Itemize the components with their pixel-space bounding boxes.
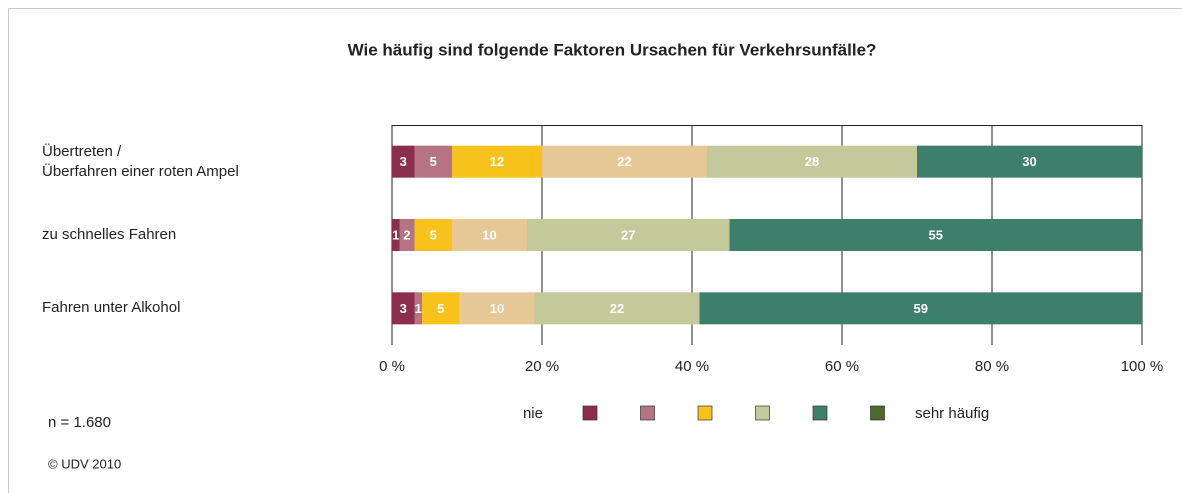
x-tick-label: 80 % (975, 358, 1009, 375)
bar-segment (707, 145, 917, 178)
legend-swatch (697, 405, 713, 421)
x-tick-label: 20 % (525, 358, 559, 375)
data-label: 28 (805, 154, 819, 169)
bar-segment (917, 145, 1142, 178)
x-tick-label: 100 % (1121, 358, 1164, 375)
bar-segment (392, 145, 415, 178)
bar-segment (527, 219, 730, 251)
data-label: 1 (392, 227, 399, 242)
data-label: 3 (400, 154, 407, 169)
legend-swatch (582, 405, 598, 421)
data-label: 27 (621, 227, 635, 242)
bar-segment (392, 219, 400, 251)
x-tick-label: 60 % (825, 358, 859, 375)
bar-segment (414, 292, 422, 325)
legend-swatch (870, 405, 885, 421)
bar-segment (459, 292, 535, 325)
bar-segment (392, 292, 415, 325)
bar-segment (399, 219, 415, 251)
legend-label: sehr häufig (915, 405, 989, 422)
data-label: 59 (914, 301, 928, 316)
bar-segment (542, 145, 707, 178)
bar-segment (534, 292, 700, 325)
bar-segment (452, 145, 542, 178)
data-label: 5 (430, 154, 437, 169)
bar-segment (414, 219, 452, 251)
data-label: 10 (482, 227, 496, 242)
data-label: 5 (430, 227, 437, 242)
legend-swatch (812, 405, 828, 421)
data-label: 55 (929, 227, 943, 242)
bar-segment (414, 145, 452, 178)
y-tick-label: Fahren unter Alkohol (42, 299, 181, 317)
bar-segment (699, 292, 1142, 325)
note: © UDV 2010 (48, 456, 121, 471)
data-label: 30 (1022, 154, 1036, 169)
legend-swatch (755, 405, 770, 421)
data-label: 22 (617, 154, 631, 169)
data-label: 1 (415, 301, 422, 316)
data-label: 22 (610, 301, 624, 316)
data-label: 2 (403, 227, 410, 242)
legend-label: nie (523, 405, 543, 422)
x-tick-label: 40 % (675, 358, 709, 375)
data-label: 3 (400, 301, 407, 316)
chart-title: Wie häufig sind folgende Faktoren Ursach… (348, 40, 877, 59)
bar-segment (422, 292, 460, 325)
x-tick-label: 0 % (379, 358, 405, 375)
data-label: 12 (490, 154, 504, 169)
data-label: 10 (490, 301, 504, 316)
note: n = 1.680 (48, 414, 111, 431)
y-tick-label: zu schnelles Fahren (42, 226, 177, 243)
bar-segment (729, 219, 1142, 251)
data-label: 5 (437, 301, 444, 316)
frame (8, 8, 1182, 493)
bar-segment (452, 219, 527, 251)
y-tick-label: Übertreten / Überfahren einer roten Ampe… (42, 142, 239, 180)
legend-swatch (640, 405, 655, 421)
